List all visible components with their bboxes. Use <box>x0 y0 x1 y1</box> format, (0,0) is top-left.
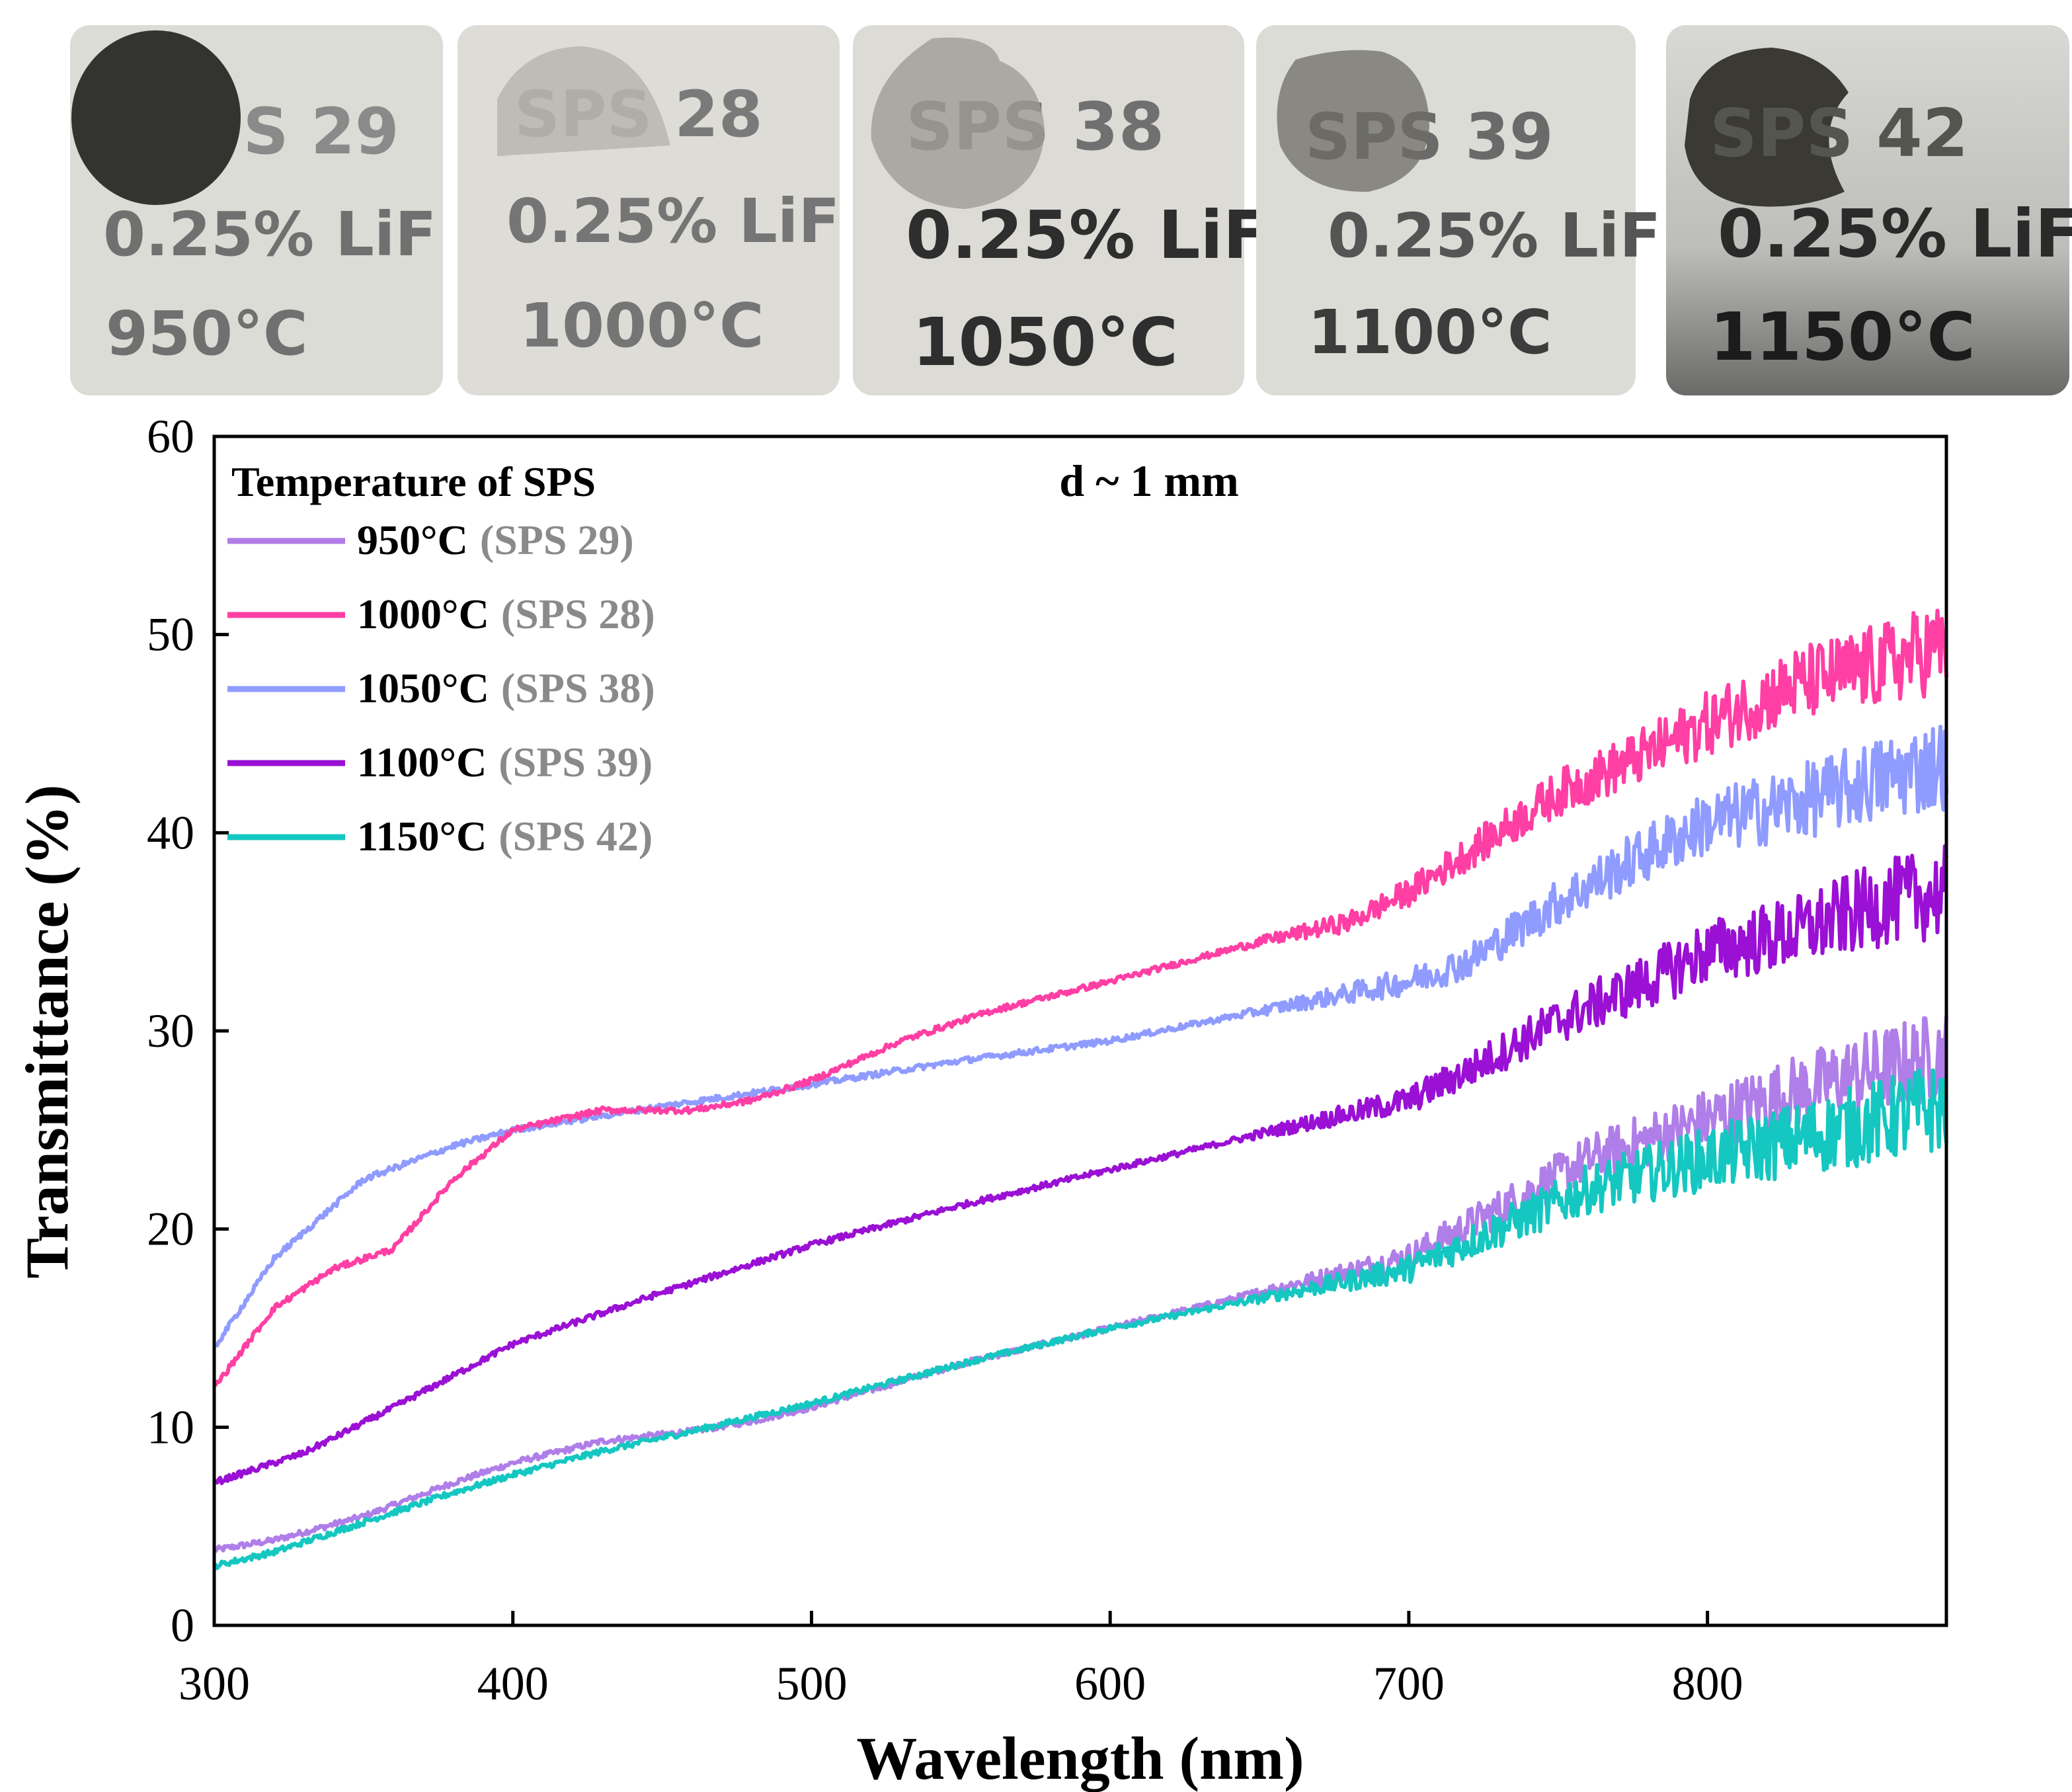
y-axis: 0 10 20 30 40 50 60 <box>147 410 229 1652</box>
photo-composition: 0.25% LiF <box>506 186 840 257</box>
legend-temp: 1000°C <box>357 591 489 637</box>
y-axis-label: Transmittance (%) <box>13 785 81 1279</box>
legend-label: 1050°C (SPS 38) <box>357 665 655 712</box>
sample-photo-sps29: SPS 29 0.25% LiF 950°C <box>70 25 443 395</box>
series-line-1000 <box>214 608 1948 1387</box>
photo-temperature: 1000°C <box>520 290 764 361</box>
sample-disk <box>871 37 1045 209</box>
legend-sample: (SPS 42) <box>498 813 653 860</box>
photo-label: SPS 42 <box>1710 95 1968 172</box>
photo-temperature: 1150°C <box>1710 298 1975 376</box>
legend-sample: (SPS 38) <box>501 665 655 712</box>
legend-label: 1150°C (SPS 42) <box>357 813 653 860</box>
x-tick-label: 500 <box>776 1657 847 1710</box>
legend-temp: 1050°C <box>357 665 489 712</box>
x-tick-label: 300 <box>179 1657 250 1710</box>
photo-composition: 0.25% LiF <box>103 199 436 270</box>
sample-photo-sps28: SPS 28 0.25% LiF 1000°C <box>458 25 840 395</box>
sample-photo-sps38: SPS 38 0.25% LiF 1050°C <box>853 25 1268 395</box>
photo-temperature: 1100°C <box>1308 297 1552 368</box>
x-tick-label: 800 <box>1672 1657 1743 1710</box>
legend-temp: 1100°C <box>357 739 487 786</box>
chart-title: d ~ 1 mm <box>1059 456 1238 506</box>
y-tick-label: 30 <box>147 1004 194 1057</box>
photo-temperature: 950°C <box>106 298 308 369</box>
legend-title: Temperature of SPS <box>231 458 596 505</box>
legend-label: 1000°C (SPS 28) <box>357 591 655 637</box>
y-tick-label: 40 <box>147 806 194 859</box>
x-axis: 300 400 500 600 700 800 <box>179 1611 1743 1710</box>
series-line-1150 <box>213 1068 1948 1570</box>
y-tick-label: 50 <box>147 608 194 661</box>
legend-items: 950°C (SPS 29) 1000°C (SPS 28) 1050°C (SPS 38… <box>227 516 655 860</box>
sample-disk <box>71 30 241 205</box>
sample-photo-sps39: SPS 39 0.25% LiF 1100°C <box>1256 25 1661 395</box>
photo-temperature: 1050°C <box>912 304 1178 381</box>
y-tick-label: 10 <box>147 1401 194 1453</box>
series-line-1050 <box>214 725 1948 1348</box>
legend-label: 950°C (SPS 29) <box>357 516 634 563</box>
transmittance-chart: 300 400 500 600 700 800 0 10 20 30 40 50 60 d ~ 1 m… <box>13 410 1948 1792</box>
sample-disk <box>497 46 670 156</box>
legend-sample: (SPS 28) <box>501 591 655 637</box>
x-axis-label: Wavelength (nm) <box>856 1725 1304 1792</box>
photo-composition: 0.25% LiF <box>906 196 1268 274</box>
legend-label: 1100°C (SPS 39) <box>357 739 653 786</box>
y-tick-label: 60 <box>147 410 194 463</box>
x-tick-label: 700 <box>1373 1657 1445 1710</box>
legend-temp: 950°C <box>357 516 468 563</box>
sample-disk <box>1685 48 1849 207</box>
photo-composition: 0.25% LiF <box>1718 195 2072 272</box>
photo-composition: 0.25% LiF <box>1328 200 1661 271</box>
x-tick-label: 400 <box>477 1657 549 1710</box>
sample-photo-sps42: SPS 42 0.25% LiF 1150°C <box>1666 25 2072 395</box>
sample-disk <box>1277 50 1429 192</box>
x-tick-label: 600 <box>1074 1657 1146 1710</box>
series-line-1100 <box>212 844 1948 1485</box>
legend: Temperature of SPS 950°C (SPS 29) 1000°C (S… <box>227 458 655 860</box>
y-tick-label: 0 <box>171 1599 194 1652</box>
legend-sample: (SPS 29) <box>480 516 634 563</box>
legend-temp: 1150°C <box>357 813 487 860</box>
y-tick-label: 20 <box>147 1203 194 1256</box>
legend-sample: (SPS 39) <box>498 739 653 786</box>
series-layer <box>212 608 1948 1570</box>
sample-photo-strip: SPS 29 0.25% LiF 950°C SPS 28 0.25% LiF … <box>70 25 2072 395</box>
